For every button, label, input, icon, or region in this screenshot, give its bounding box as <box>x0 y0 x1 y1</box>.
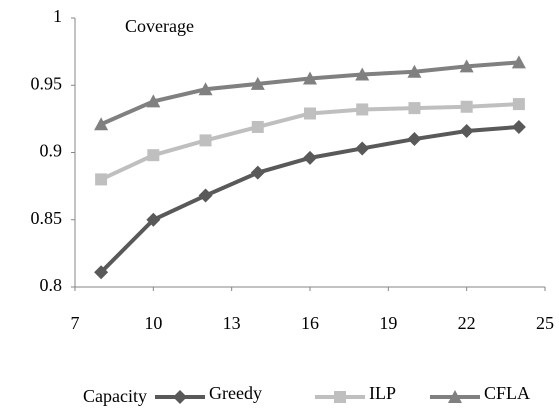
legend-label: Greedy <box>209 383 262 403</box>
data-point <box>251 120 264 133</box>
data-point <box>407 64 422 78</box>
data-point <box>408 102 421 115</box>
data-point <box>146 94 161 108</box>
data-point <box>250 165 265 180</box>
data-point <box>303 150 317 165</box>
x-tick-label: 16 <box>301 313 319 333</box>
data-point <box>303 71 317 85</box>
y-axis-title: Coverage <box>125 16 194 36</box>
x-tick-label: 25 <box>536 313 554 333</box>
series-line <box>99 124 520 274</box>
legend-marker <box>173 390 187 404</box>
data-point <box>304 107 316 120</box>
data-point <box>459 123 474 138</box>
legend-marker <box>334 391 346 403</box>
data-point <box>459 59 474 73</box>
data-point <box>511 55 526 69</box>
data-point <box>198 82 213 96</box>
x-tick-label: 22 <box>458 313 476 333</box>
y-tick-label: 0.8 <box>40 275 63 295</box>
data-point <box>512 98 525 111</box>
data-point <box>146 212 161 227</box>
data-point <box>199 134 212 147</box>
data-point <box>460 100 473 113</box>
x-tick-label: 13 <box>223 313 241 333</box>
y-tick-label: 1 <box>53 6 62 26</box>
data-point <box>407 132 422 147</box>
y-tick-label: 0.95 <box>31 73 63 93</box>
legend-label: ILP <box>369 383 396 403</box>
data-point <box>95 173 108 186</box>
data-point <box>511 119 526 134</box>
data-point <box>94 117 109 131</box>
data-point <box>355 67 370 81</box>
x-axis-title: Capacity <box>83 386 147 406</box>
y-tick-label: 0.85 <box>31 208 63 228</box>
x-tick-label: 10 <box>144 313 162 333</box>
data-point <box>198 188 213 203</box>
x-tick-label: 19 <box>379 313 397 333</box>
legend-label: CFLA <box>484 383 530 403</box>
data-point <box>356 103 369 116</box>
data-point <box>147 149 160 162</box>
data-point <box>250 76 265 90</box>
x-tick-label: 7 <box>71 313 80 333</box>
legend-marker <box>448 390 462 403</box>
y-tick-label: 0.9 <box>40 141 63 161</box>
data-point <box>355 141 370 156</box>
data-point <box>94 265 109 280</box>
